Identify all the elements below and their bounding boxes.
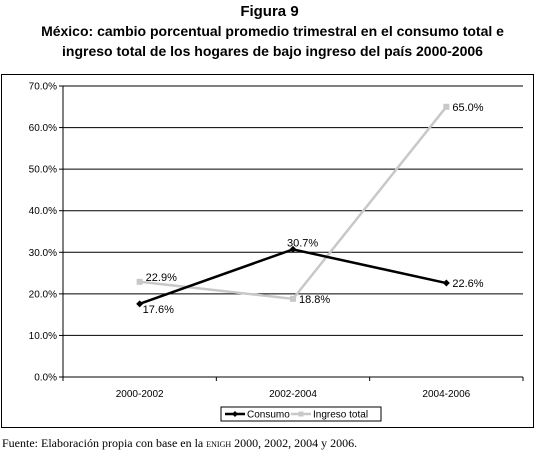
x-tick-label: 2004-2006 — [422, 389, 470, 400]
source-suffix: 2000, 2002, 2004 y 2006. — [231, 436, 358, 450]
data-label: 22.9% — [146, 272, 177, 284]
data-point — [136, 278, 143, 285]
legend-marker — [232, 411, 238, 417]
data-label: 65.0% — [452, 102, 483, 114]
legend-label: Ingreso total — [313, 410, 368, 421]
data-label: 22.6% — [452, 278, 483, 290]
y-tick-label: 20.0% — [29, 289, 57, 300]
source-prefix: Fuente: Elaboración propia con base en l… — [2, 436, 207, 450]
data-label: 17.6% — [143, 304, 174, 316]
x-tick-label: 2000-2002 — [116, 389, 164, 400]
legend-marker — [298, 411, 304, 417]
series-line-ingreso-total — [139, 106, 448, 301]
data-point — [289, 245, 297, 253]
title-line-1: México: cambio porcentual promedio trime… — [41, 23, 504, 39]
figure-label: Figura 9 — [240, 3, 299, 20]
source-acronym: enigh — [206, 436, 232, 450]
x-tick-label: 2002-2004 — [269, 389, 317, 400]
data-point — [443, 103, 450, 110]
data-point — [136, 300, 144, 308]
y-tick-label: 40.0% — [29, 206, 57, 217]
y-tick-label: 0.0% — [34, 373, 57, 384]
data-point — [442, 279, 450, 287]
y-tick-label: 50.0% — [29, 165, 57, 176]
y-tick-label: 10.0% — [29, 331, 57, 342]
title-line-2: ingreso total de los hogares de bajo ing… — [62, 43, 483, 59]
data-point — [290, 295, 296, 302]
y-tick-label: 70.0% — [29, 82, 57, 93]
data-label: 18.8% — [299, 294, 330, 306]
legend-label: Consumo — [247, 410, 290, 421]
data-label: 30.7% — [287, 237, 318, 249]
chart-frame — [1, 74, 534, 428]
y-tick-label: 60.0% — [29, 123, 57, 134]
chart-title: México: cambio porcentual promedio trime… — [10, 21, 535, 61]
y-tick-label: 30.0% — [29, 248, 57, 259]
series-line-consumo — [139, 248, 447, 306]
source-note: Fuente: Elaboración propia con base en l… — [2, 436, 357, 451]
